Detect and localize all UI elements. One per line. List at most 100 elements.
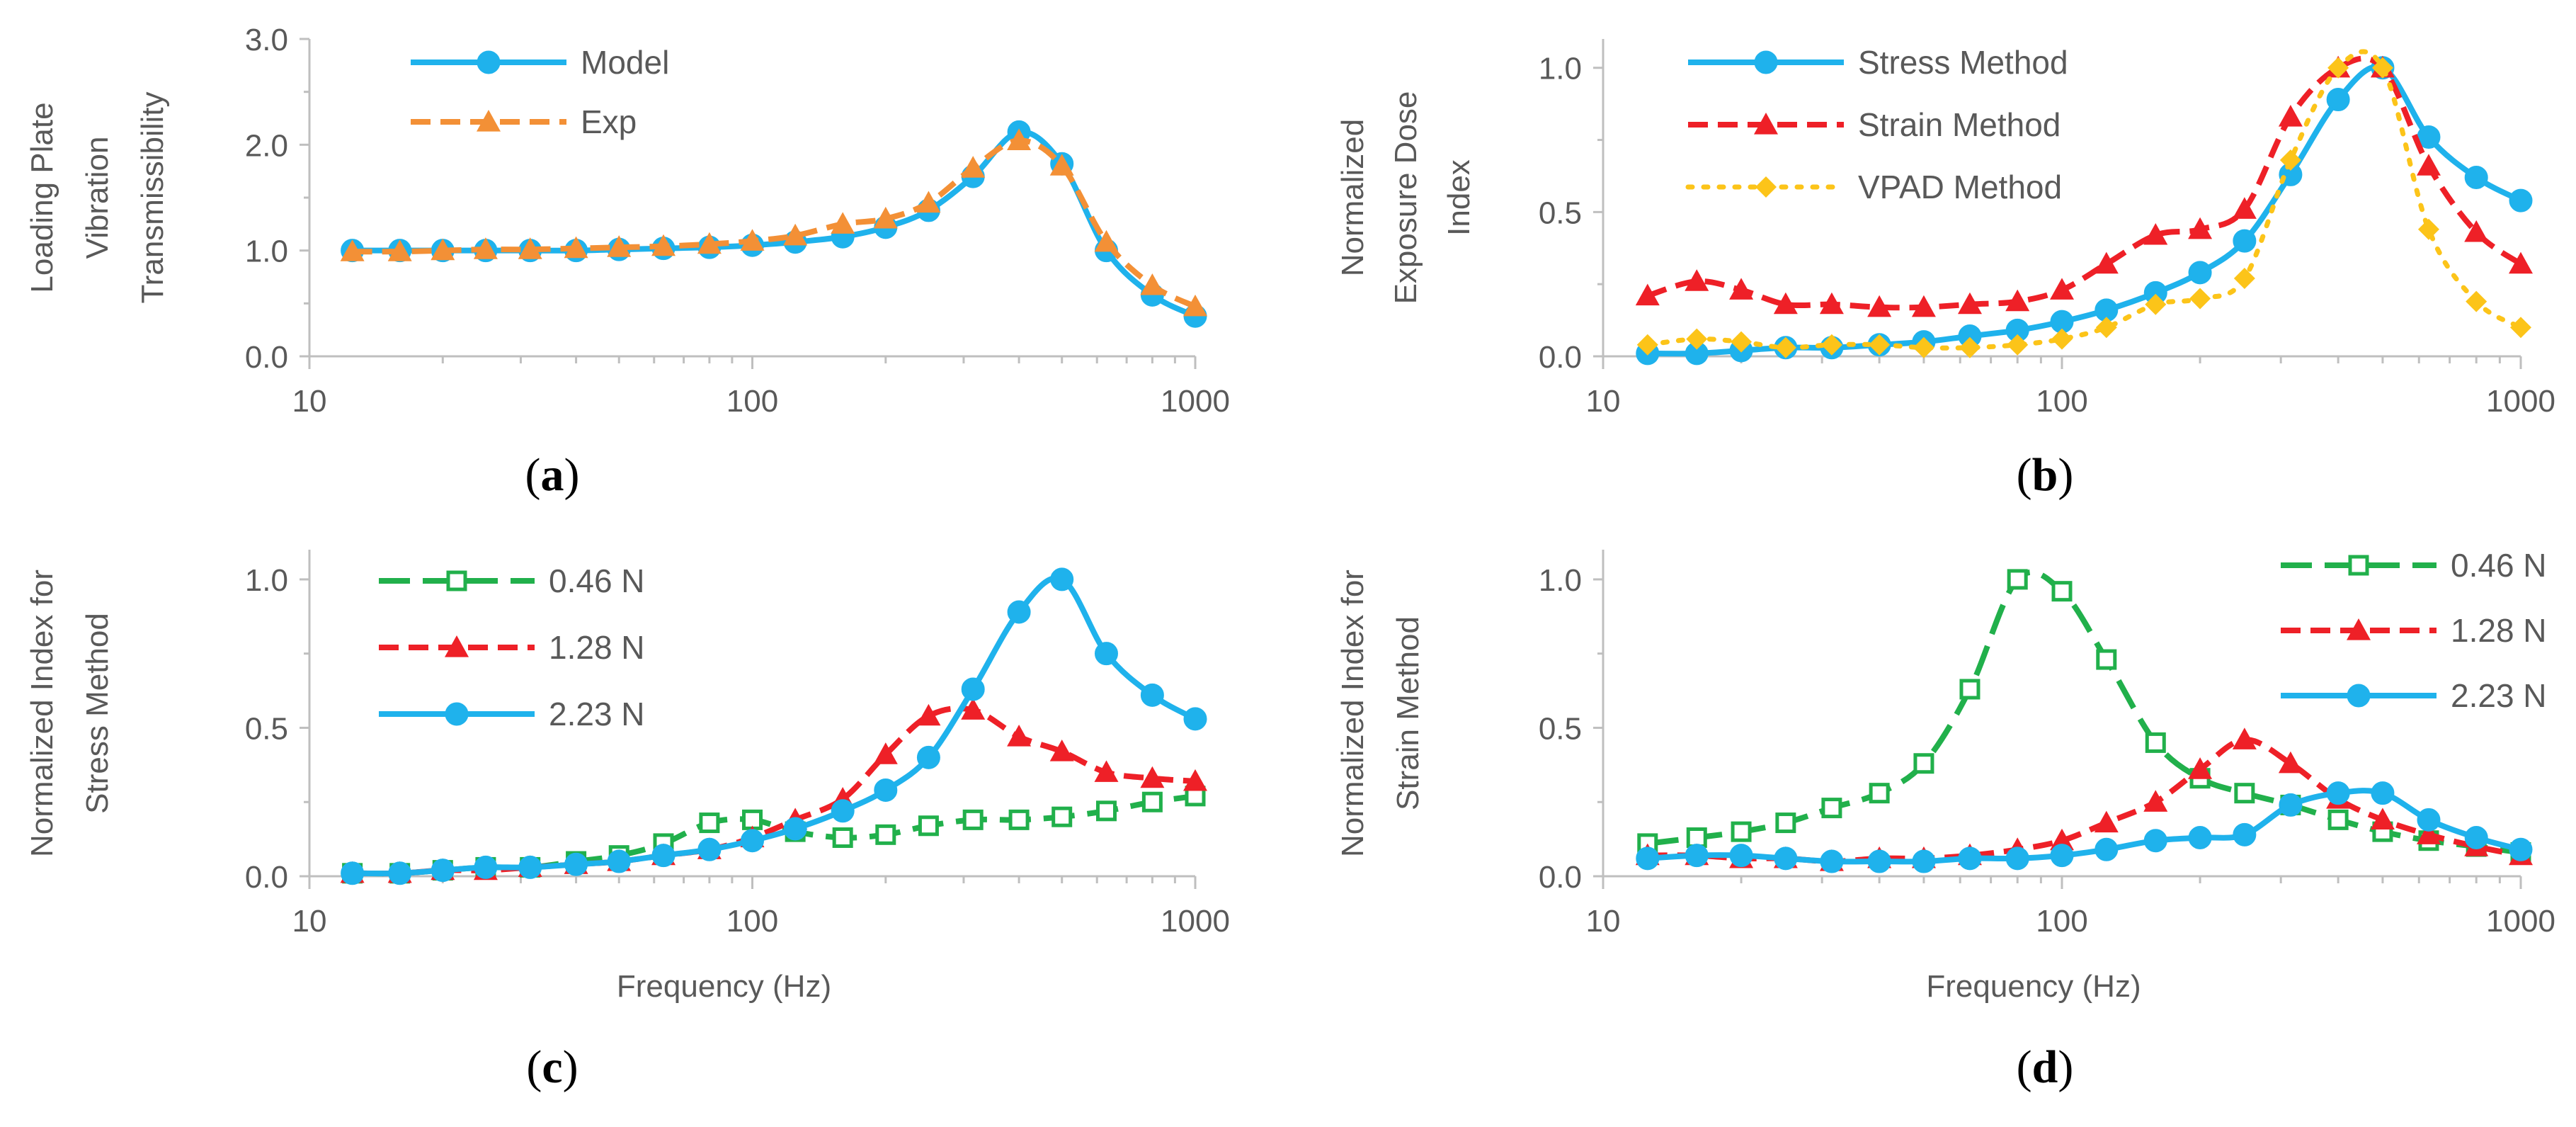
data-point xyxy=(340,239,365,261)
data-point xyxy=(1731,821,1752,842)
data-point xyxy=(873,742,898,764)
data-point xyxy=(1094,230,1119,252)
data-point xyxy=(1819,292,1844,315)
data-point xyxy=(2143,790,2168,812)
data-point xyxy=(2464,826,2488,850)
data-point xyxy=(832,827,853,849)
data-point xyxy=(473,237,498,259)
x-axis-title: Frequency (Hz) xyxy=(617,969,831,1004)
data-point xyxy=(1007,128,1032,150)
series-model xyxy=(341,120,1207,328)
data-point xyxy=(651,844,676,868)
series-line xyxy=(352,705,1196,877)
y-axis-title-line: Exposure Dose xyxy=(1389,91,1423,305)
x-tick-label: 10 xyxy=(292,384,327,419)
data-point xyxy=(2050,828,2074,851)
legend-marker xyxy=(445,635,469,657)
panel-label-letter: c xyxy=(542,1041,562,1093)
data-point xyxy=(2188,757,2213,779)
data-point xyxy=(1820,334,1842,356)
legend-entry: 0.46 N xyxy=(2281,547,2547,584)
y-axis-title-line: Normalized Index for xyxy=(25,570,59,857)
legend-label: Stress Method xyxy=(1858,44,2068,81)
y-axis-title-line: Loading Plate xyxy=(25,102,59,293)
data-point xyxy=(2371,57,2393,79)
data-point xyxy=(831,212,855,234)
data-point xyxy=(1912,849,1936,873)
data-point xyxy=(1729,278,1754,300)
legend-entry: Stress Method xyxy=(1688,44,2068,81)
data-point xyxy=(2233,229,2257,253)
data-point xyxy=(2417,808,2441,832)
data-point xyxy=(961,156,986,178)
data-point xyxy=(1007,600,1031,624)
data-point xyxy=(2278,751,2303,774)
y-axis-title-line: Stress Method xyxy=(80,613,115,814)
data-point xyxy=(2416,154,2441,176)
data-point xyxy=(916,191,941,213)
data-point xyxy=(699,812,720,834)
data-point xyxy=(2050,844,2074,868)
x-tick-label: 10 xyxy=(1586,384,1621,419)
series-line xyxy=(1647,569,2521,856)
y-axis-title-line: Index xyxy=(1442,159,1476,236)
data-point xyxy=(2371,781,2395,805)
panel-a-chart: 10 100 1000 0.0 1.0 2.0 3.0 Loading Plate Vibrat… xyxy=(25,23,1230,501)
data-point xyxy=(2005,846,2029,871)
data-point xyxy=(1959,336,1981,358)
data-point xyxy=(1140,766,1165,788)
data-point xyxy=(2509,251,2533,274)
data-point xyxy=(1959,679,1981,700)
y-tick-label: 0.5 xyxy=(245,711,288,746)
legend-entry: VPAD Method xyxy=(1685,169,2062,205)
legend-entry: 1.28 N xyxy=(2281,612,2547,649)
data-point xyxy=(2326,88,2350,112)
y-tick-label: 1.0 xyxy=(1539,52,1582,86)
data-point xyxy=(2416,822,2441,844)
data-point xyxy=(1958,846,1982,871)
y-axis-title-line: Strain Method xyxy=(1391,616,1425,810)
panel-label: (c) xyxy=(526,1041,578,1093)
y-axis-title-line: Normalized Index for xyxy=(1335,570,1370,857)
data-point xyxy=(1686,328,1708,350)
data-point xyxy=(607,849,631,873)
y-tick-label: 3.0 xyxy=(245,23,288,57)
data-point xyxy=(2188,217,2213,239)
data-point xyxy=(1775,812,1796,834)
series-line xyxy=(1646,55,2523,311)
legend-label: 1.28 N xyxy=(2451,612,2547,649)
data-point xyxy=(2050,278,2074,300)
x-tick-label: 1000 xyxy=(2486,904,2555,939)
data-point xyxy=(2094,810,2119,833)
data-point xyxy=(1957,292,1982,315)
data-point xyxy=(2095,317,2117,339)
legend-marker xyxy=(1754,113,1778,135)
data-point xyxy=(2145,732,2166,753)
series-vpad-method xyxy=(1636,49,2531,358)
data-point xyxy=(2417,218,2439,240)
data-point xyxy=(1183,769,1207,791)
data-point xyxy=(874,778,898,802)
data-point xyxy=(916,703,941,726)
x-tick-label: 10 xyxy=(1586,904,1621,939)
data-point xyxy=(1636,846,1660,871)
data-point xyxy=(1008,809,1030,830)
data-point xyxy=(1050,567,1074,591)
series-2-23-n xyxy=(341,567,1207,885)
y-axis-title-line: Vibration xyxy=(80,137,115,259)
legend-entry: 1.28 N xyxy=(379,629,645,666)
data-point xyxy=(1731,331,1753,353)
data-point xyxy=(1774,846,1798,871)
x-axis-title: Frequency (Hz) xyxy=(1926,969,2141,1004)
data-point xyxy=(1911,295,1936,317)
data-point xyxy=(2233,268,2255,290)
data-point xyxy=(2095,837,2119,861)
series-exp xyxy=(340,128,1207,317)
data-point xyxy=(2143,222,2168,245)
x-tick-label: 1000 xyxy=(1161,384,1230,419)
data-point xyxy=(2464,165,2488,189)
data-point xyxy=(607,235,632,257)
legend-marker xyxy=(445,702,469,726)
legend-entry: 2.23 N xyxy=(379,696,645,732)
